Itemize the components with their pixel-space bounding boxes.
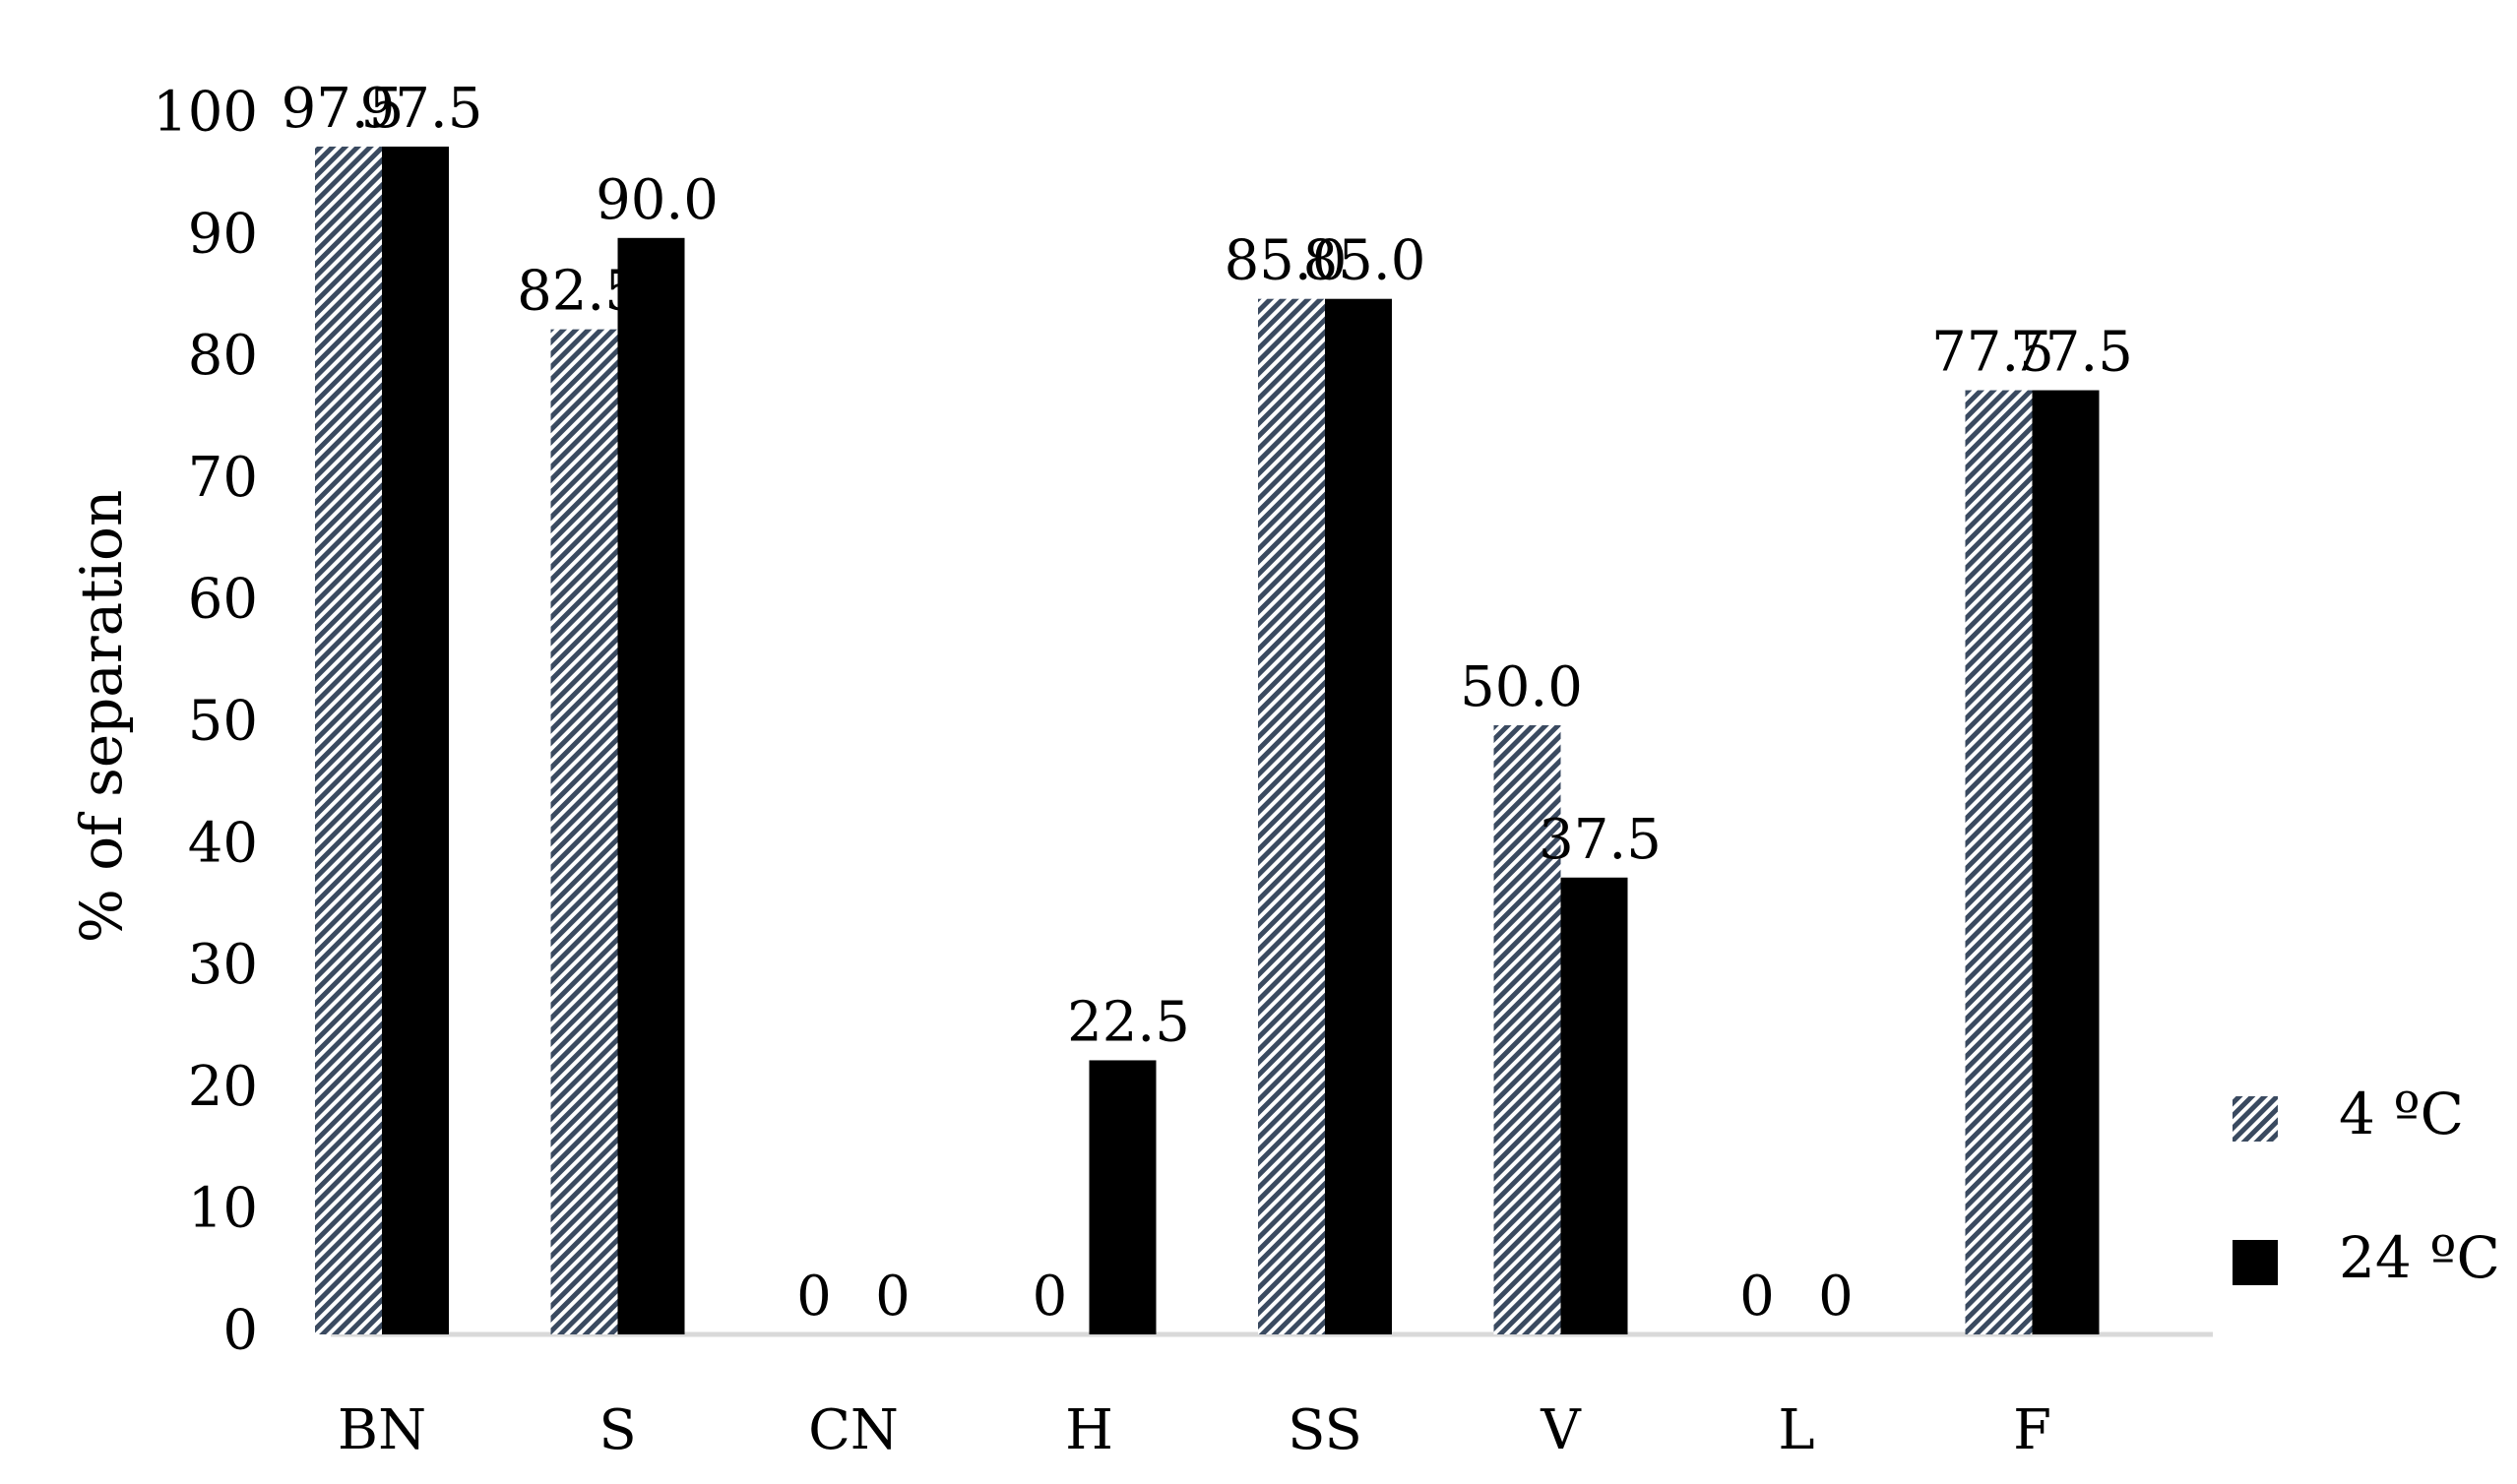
- y-tick-label: 60: [188, 568, 258, 632]
- x-tick-label: BN: [338, 1398, 426, 1462]
- data-label: 97.5: [282, 77, 405, 141]
- y-tick-label: 20: [188, 1055, 258, 1119]
- bar-v-series1: [1493, 725, 1561, 1334]
- x-tick-label: H: [1065, 1398, 1113, 1462]
- data-labels-group: 97.597.582.590.00 0 022.585.085.050.037.50…: [282, 77, 2133, 1329]
- data-label: 0: [1739, 1265, 1775, 1329]
- x-tick-label: L: [1778, 1398, 1814, 1462]
- legend-swatch: [2233, 1096, 2278, 1142]
- bar-ss-series1: [1258, 298, 1325, 1335]
- x-tick-label: S: [598, 1398, 636, 1462]
- data-label: 22.5: [1067, 990, 1190, 1054]
- bars-group: [315, 146, 2100, 1335]
- data-label: 0: [875, 1265, 911, 1329]
- legend-label: 4 ºC: [2339, 1081, 2464, 1147]
- data-label: 77.5: [2010, 321, 2133, 385]
- data-label: 37.5: [1539, 808, 1662, 872]
- y-axis-ticks: 0 10 20 30 40 50 60 70 80 90 100: [153, 81, 258, 1363]
- legend: 4 ºC 24 ºC: [2233, 1081, 2500, 1291]
- y-tick-label: 100: [153, 81, 258, 145]
- bar-h-series2: [1089, 1060, 1157, 1334]
- x-axis-ticks: BN S CN H SS V L F: [338, 1398, 2051, 1462]
- bar-v-series2: [1560, 877, 1628, 1334]
- x-tick-label: CN: [808, 1398, 899, 1462]
- data-label: 0: [1033, 1265, 1068, 1329]
- y-tick-label: 50: [188, 690, 258, 754]
- legend-swatch: [2233, 1240, 2278, 1285]
- x-tick-label: V: [1540, 1398, 1582, 1462]
- legend-label: 24 ºC: [2339, 1224, 2500, 1291]
- data-label: 90.0: [596, 168, 719, 232]
- data-label: 77.5: [1931, 321, 2054, 385]
- y-tick-label: 70: [188, 446, 258, 510]
- data-label: 50.0: [1460, 655, 1583, 719]
- x-tick-label: F: [2013, 1398, 2051, 1462]
- bar-f-series2: [2032, 390, 2100, 1334]
- data-label: 0: [796, 1265, 832, 1329]
- y-axis-title: % of separation: [68, 490, 135, 944]
- data-label: 85.0: [1303, 229, 1426, 293]
- y-tick-label: 90: [188, 202, 258, 266]
- bar-ss-series2: [1325, 298, 1392, 1335]
- data-label: 0: [1818, 1265, 1854, 1329]
- bar-bn-series1: [315, 146, 382, 1335]
- bar-bn-series2: [382, 146, 449, 1335]
- y-tick-label: 30: [188, 933, 258, 997]
- bar-f-series1: [1965, 390, 2033, 1334]
- y-tick-label: 80: [188, 324, 258, 388]
- x-tick-label: SS: [1288, 1398, 1362, 1462]
- bar-s-series1: [550, 329, 618, 1334]
- y-tick-label: 0: [222, 1299, 258, 1363]
- data-label: 97.5: [360, 77, 483, 141]
- data-label: 85.0: [1225, 229, 1348, 293]
- bar-s-series2: [617, 237, 685, 1334]
- y-tick-label: 10: [188, 1177, 258, 1241]
- y-tick-label: 40: [188, 811, 258, 875]
- data-label: 82.5: [517, 260, 640, 324]
